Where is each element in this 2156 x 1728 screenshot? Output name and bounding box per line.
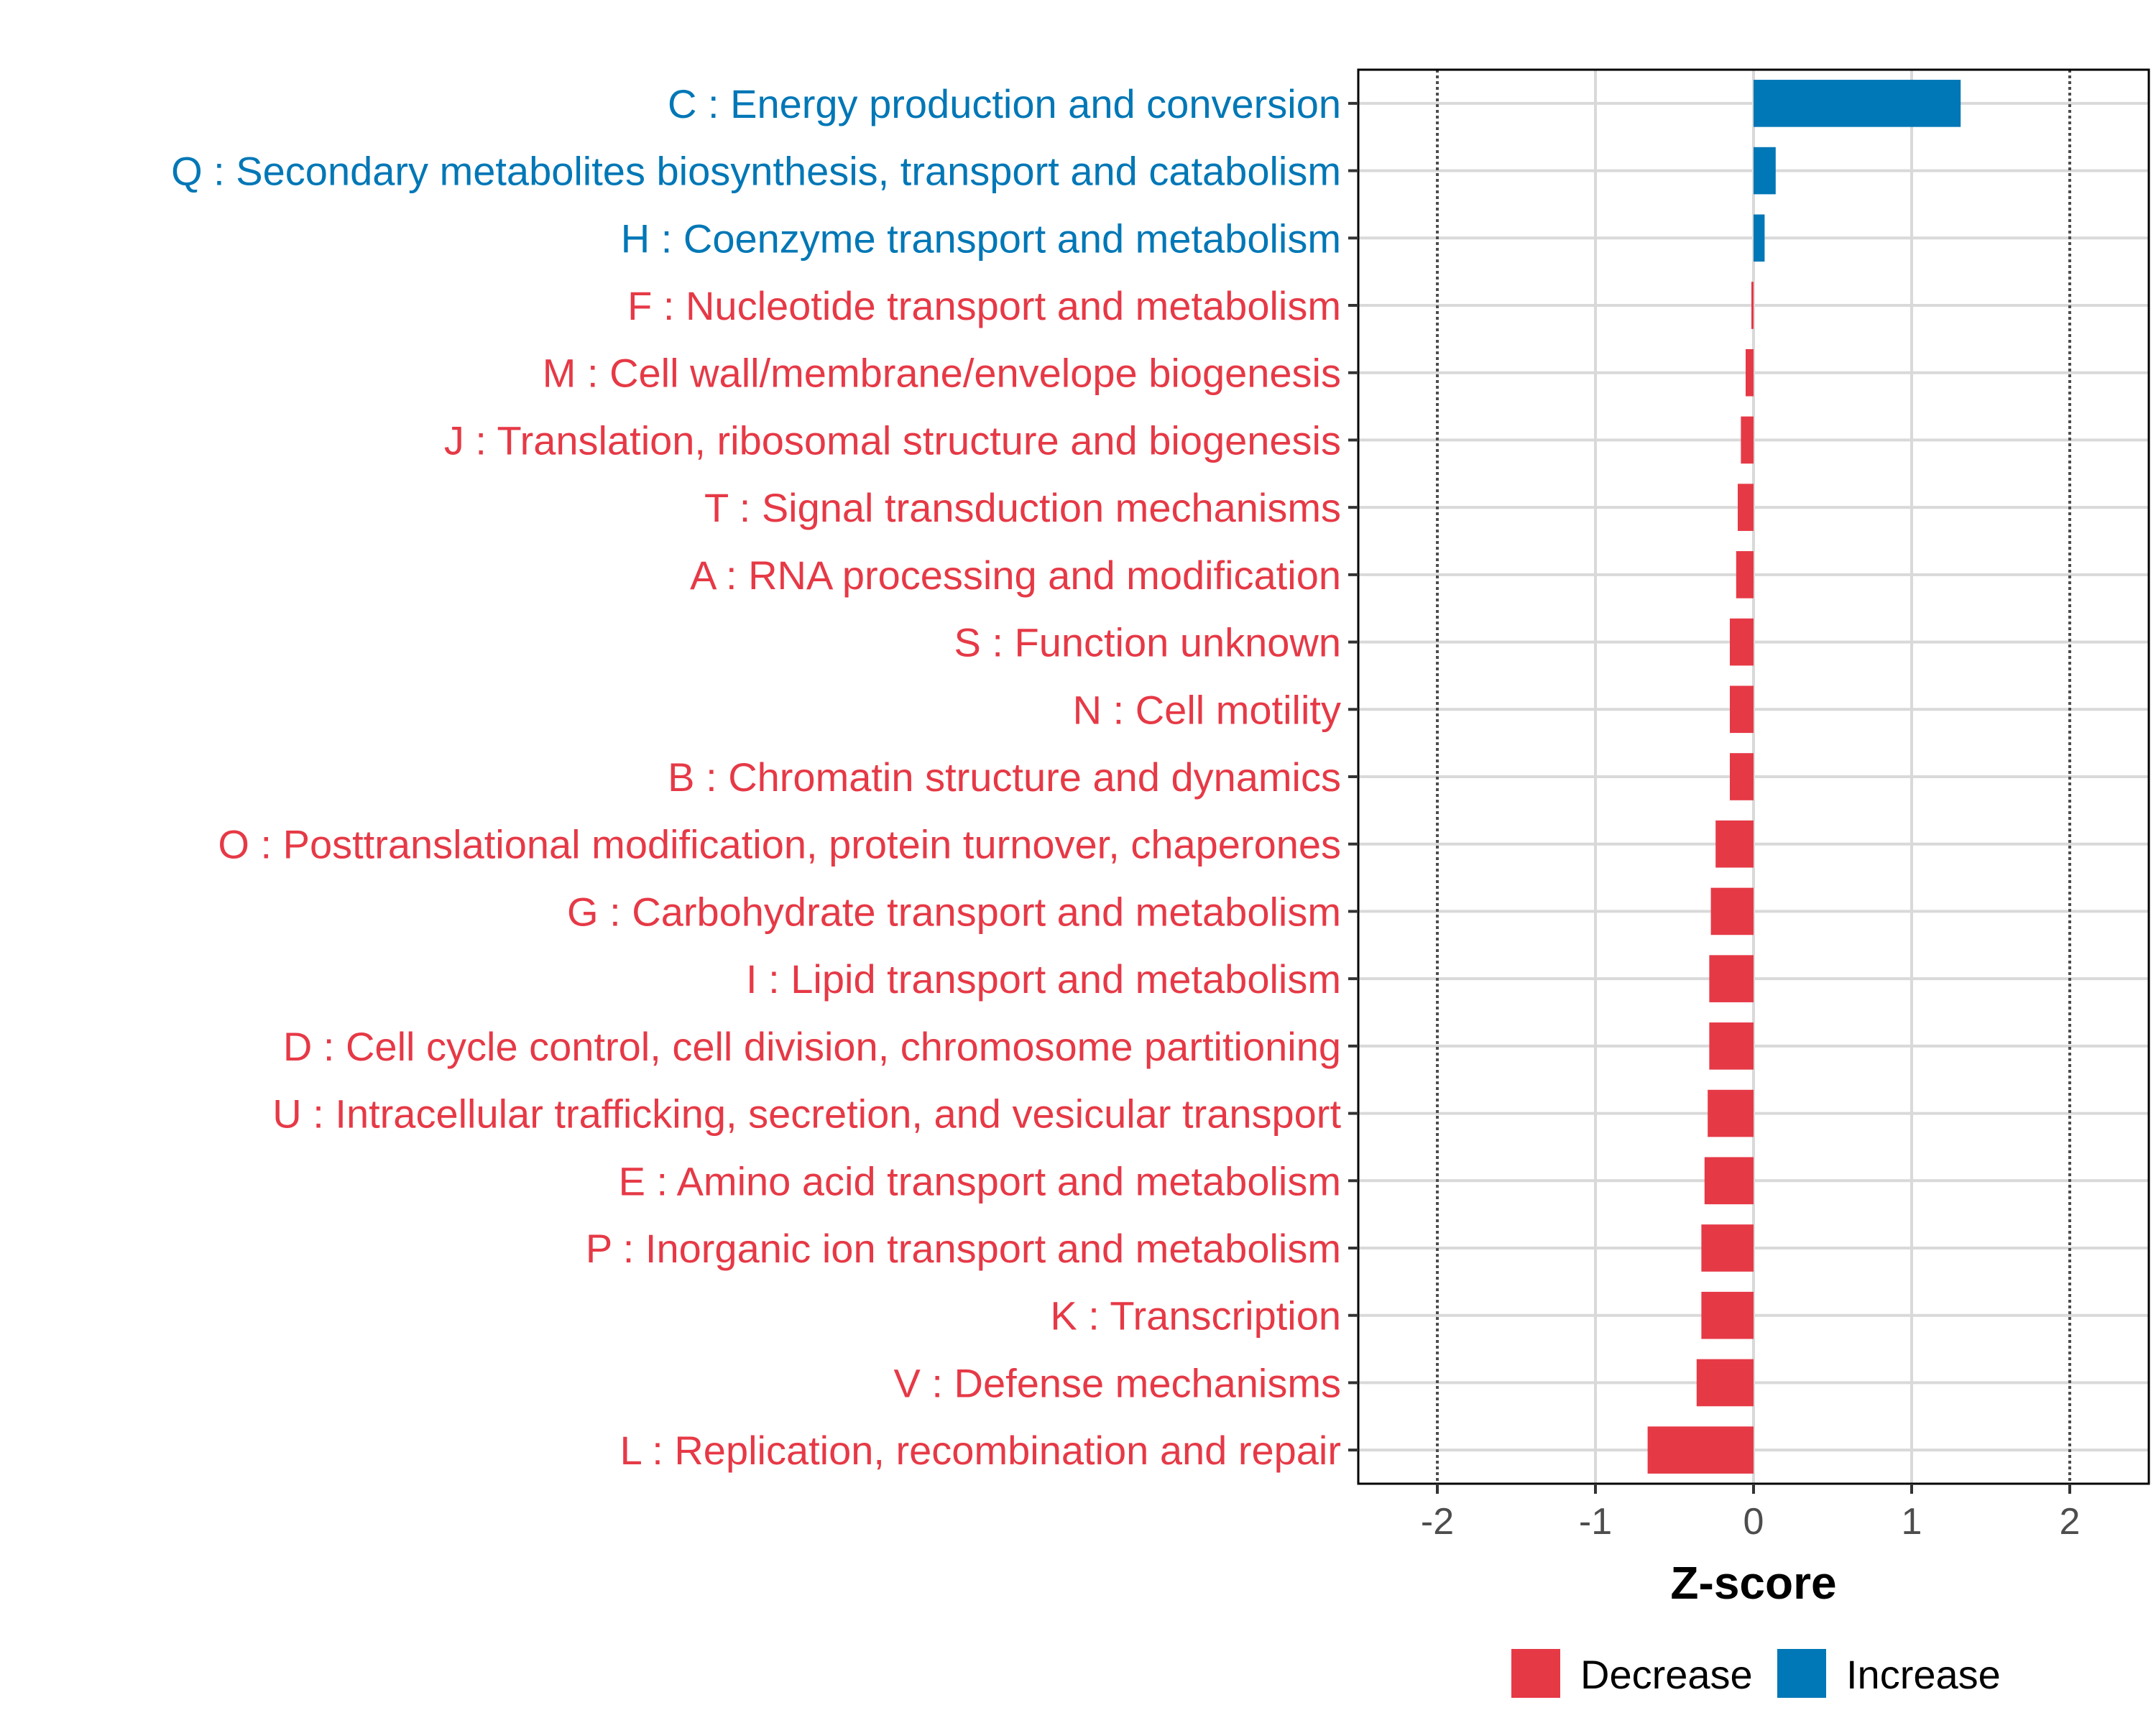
x-tick-label-2: 0	[1743, 1501, 1764, 1543]
category-label-10: B : Chromatin structure and dynamics	[668, 754, 1341, 800]
category-label-1: Q : Secondary metabolites biosynthesis, …	[171, 149, 1341, 194]
category-label-9: N : Cell motility	[1073, 687, 1341, 732]
bar-0	[1754, 80, 1961, 127]
bar-6	[1738, 484, 1754, 531]
bar-10	[1730, 753, 1754, 800]
x-tick-label-3: 1	[1902, 1501, 1922, 1543]
bar-7	[1736, 551, 1754, 599]
category-label-2: H : Coenzyme transport and metabolism	[621, 216, 1341, 261]
category-label-16: E : Amino acid transport and metabolism	[619, 1158, 1341, 1203]
category-label-11: O : Posttranslational modification, prot…	[218, 822, 1341, 867]
x-axis-ticks: -2 -1 0 1 2	[1421, 1484, 2081, 1543]
x-tick-label-1: -1	[1579, 1501, 1612, 1543]
bar-1	[1754, 147, 1776, 195]
bar-5	[1741, 416, 1754, 464]
bar-11	[1715, 820, 1754, 868]
bar-15	[1708, 1089, 1754, 1137]
threshold-layer	[1436, 70, 2071, 1484]
category-labels: C : Energy production and conversion Q : …	[171, 81, 1358, 1473]
category-label-17: P : Inorganic ion transport and metaboli…	[586, 1226, 1341, 1271]
bar-17	[1701, 1224, 1754, 1272]
category-label-12: G : Carbohydrate transport and metabolis…	[567, 889, 1341, 934]
bar-layer	[1647, 80, 1961, 1474]
bar-13	[1709, 955, 1754, 1002]
bar-16	[1704, 1157, 1754, 1205]
legend-swatch-decrease	[1511, 1649, 1560, 1698]
bar-8	[1730, 618, 1754, 666]
bar-3	[1751, 282, 1754, 329]
category-label-14: D : Cell cycle control, cell division, c…	[283, 1024, 1341, 1069]
legend-label-increase: Increase	[1846, 1652, 2001, 1697]
x-tick-label-0: -2	[1421, 1501, 1454, 1543]
bar-14	[1709, 1022, 1754, 1070]
category-label-0: C : Energy production and conversion	[668, 81, 1341, 126]
bar-18	[1701, 1291, 1754, 1339]
legend-swatch-increase	[1777, 1649, 1826, 1698]
category-label-6: T : Signal transduction mechanisms	[704, 485, 1341, 530]
bar-2	[1754, 214, 1765, 262]
category-label-7: A : RNA processing and modification	[690, 553, 1341, 598]
category-label-13: I : Lipid transport and metabolism	[746, 956, 1341, 1002]
category-label-5: J : Translation, ribosomal structure and…	[444, 417, 1341, 463]
bar-12	[1710, 887, 1754, 935]
category-label-4: M : Cell wall/membrane/envelope biogenes…	[543, 351, 1341, 396]
bar-4	[1746, 348, 1754, 397]
bar-19	[1696, 1359, 1754, 1407]
category-label-15: U : Intracellular trafficking, secretion…	[272, 1091, 1341, 1137]
category-label-8: S : Function unknown	[954, 620, 1341, 665]
category-label-19: V : Defense mechanisms	[894, 1360, 1341, 1405]
bar-9	[1730, 685, 1754, 734]
legend-label-decrease: Decrease	[1580, 1652, 1753, 1697]
legend: Decrease Increase	[1511, 1649, 2001, 1698]
bar-20	[1647, 1426, 1754, 1474]
x-tick-label-4: 2	[2060, 1501, 2081, 1543]
category-label-3: F : Nucleotide transport and metabolism	[627, 283, 1341, 328]
category-label-18: K : Transcription	[1050, 1293, 1341, 1339]
category-label-20: L : Replication, recombination and repai…	[620, 1428, 1341, 1473]
x-axis-title: Z-score	[1670, 1557, 1836, 1609]
